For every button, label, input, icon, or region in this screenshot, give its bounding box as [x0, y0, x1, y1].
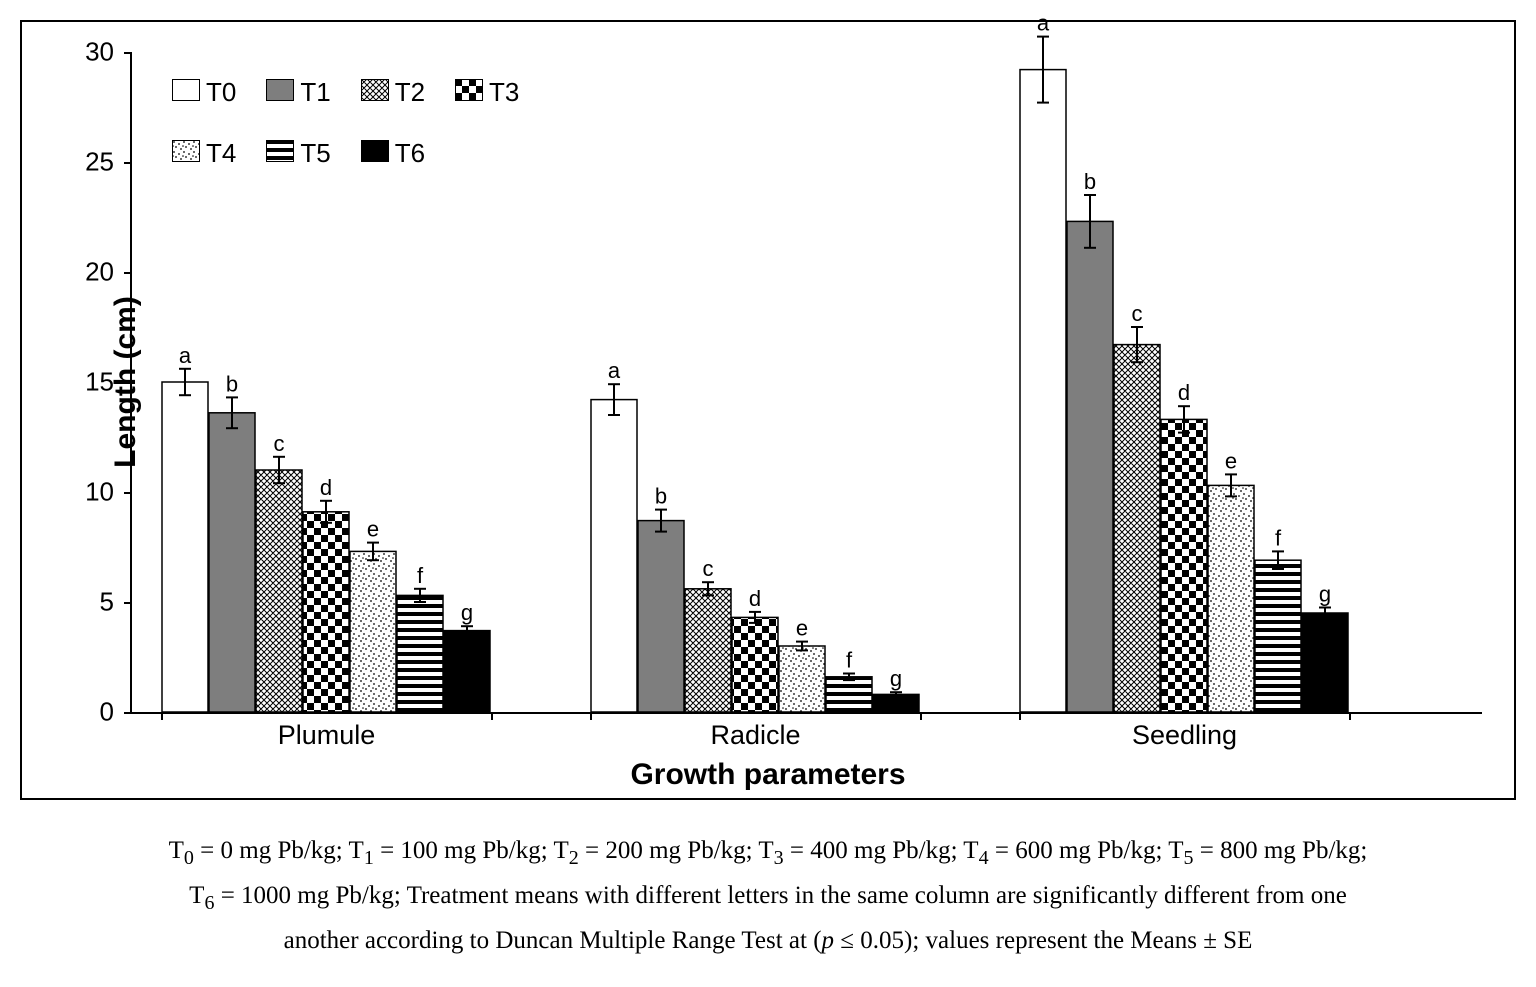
significance-letter: b — [1084, 169, 1096, 194]
legend: T0 T1 T2 T3 T4 T5 T6 — [172, 77, 592, 199]
legend-swatch — [361, 79, 389, 106]
x-tick — [491, 712, 493, 720]
legend-item: T5 — [266, 138, 330, 169]
figure-caption: T0 = 0 mg Pb/kg; T1 = 100 mg Pb/kg; T2 =… — [20, 830, 1516, 963]
legend-item: T4 — [172, 138, 236, 169]
x-tick — [590, 712, 592, 720]
legend-item: T2 — [361, 77, 425, 108]
bar — [1208, 485, 1254, 712]
legend-label: T3 — [489, 77, 519, 108]
legend-swatch — [361, 140, 389, 167]
y-tick-label: 15 — [54, 367, 114, 398]
significance-letter: f — [417, 563, 424, 588]
y-tick-label: 30 — [54, 37, 114, 68]
bar — [826, 677, 872, 712]
significance-letter: e — [1225, 448, 1237, 473]
bar — [1114, 345, 1160, 712]
significance-letter: a — [179, 343, 192, 368]
bar — [162, 382, 208, 712]
x-axis-title: Growth parameters — [22, 758, 1514, 792]
legend-item: T1 — [266, 77, 330, 108]
legend-row: T4 T5 T6 — [172, 138, 592, 169]
bar — [256, 470, 302, 712]
significance-letter: b — [226, 371, 238, 396]
bar — [685, 589, 731, 712]
significance-letter: g — [1319, 582, 1331, 607]
legend-label: T1 — [300, 77, 330, 108]
legend-swatch — [172, 79, 200, 106]
y-tick-label: 10 — [54, 477, 114, 508]
y-tick-label: 5 — [54, 587, 114, 618]
bar — [638, 521, 684, 712]
bar — [779, 646, 825, 712]
x-tick — [161, 712, 163, 720]
chart-frame: Length (cm) 051015202530 abcdefgabcdefga… — [20, 20, 1516, 800]
significance-letter: b — [655, 484, 667, 509]
significance-letter: g — [890, 666, 902, 691]
x-tick — [920, 712, 922, 720]
bar — [1020, 70, 1066, 712]
bar — [209, 413, 255, 712]
significance-letter: e — [796, 616, 808, 641]
legend-swatch — [172, 140, 200, 167]
significance-letter: a — [1037, 11, 1050, 36]
x-tick — [1019, 712, 1021, 720]
legend-item: T0 — [172, 77, 236, 108]
bar — [397, 595, 443, 712]
x-category-label: Radicle — [591, 720, 920, 751]
x-category-label: Plumule — [162, 720, 491, 751]
legend-swatch — [455, 79, 483, 106]
y-tick-label: 25 — [54, 147, 114, 178]
significance-letter: e — [367, 517, 379, 542]
bar — [1302, 613, 1348, 712]
legend-label: T2 — [395, 77, 425, 108]
significance-letter: d — [320, 475, 332, 500]
significance-letter: a — [608, 358, 621, 383]
significance-letter: g — [461, 600, 473, 625]
bar — [1255, 560, 1301, 712]
legend-swatch — [266, 79, 294, 106]
legend-item: T6 — [361, 138, 425, 169]
significance-letter: f — [1275, 525, 1282, 550]
legend-row: T0 T1 T2 T3 — [172, 77, 592, 108]
y-tick-label: 20 — [54, 257, 114, 288]
bar — [303, 512, 349, 712]
significance-letter: d — [1178, 380, 1190, 405]
significance-letter: d — [749, 586, 761, 611]
bar — [1067, 221, 1113, 712]
figure-container: Length (cm) 051015202530 abcdefgabcdefga… — [20, 20, 1516, 963]
y-tick-label: 0 — [54, 697, 114, 728]
bar — [1161, 419, 1207, 712]
bar — [444, 631, 490, 712]
legend-swatch — [266, 140, 294, 167]
legend-label: T4 — [206, 138, 236, 169]
significance-letter: c — [703, 556, 714, 581]
legend-label: T0 — [206, 77, 236, 108]
legend-label: T6 — [395, 138, 425, 169]
bar — [732, 617, 778, 712]
bar — [350, 551, 396, 712]
legend-label: T5 — [300, 138, 330, 169]
x-tick — [1349, 712, 1351, 720]
x-category-label: Seedling — [1020, 720, 1349, 751]
significance-letter: f — [846, 648, 853, 673]
legend-item: T3 — [455, 77, 519, 108]
significance-letter: c — [1132, 301, 1143, 326]
significance-letter: c — [274, 431, 285, 456]
bar — [591, 400, 637, 712]
